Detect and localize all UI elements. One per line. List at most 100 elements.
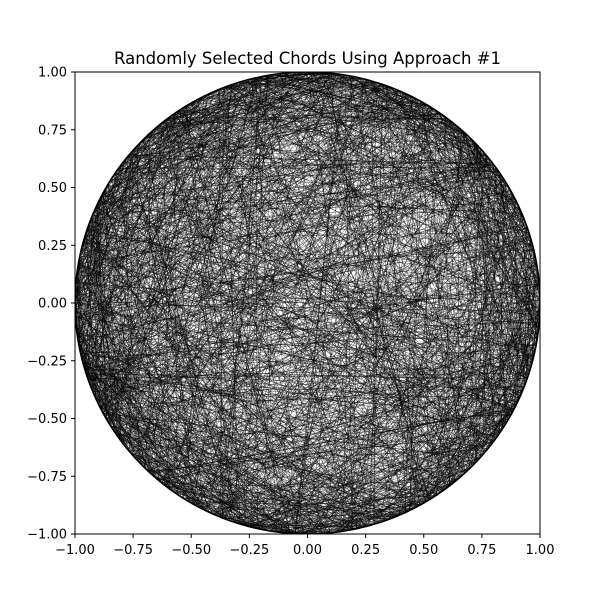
chord-line (318, 143, 477, 534)
chord-line (198, 314, 540, 508)
chord-line (75, 289, 443, 491)
chord-line (400, 331, 539, 515)
chord-line (311, 72, 517, 405)
chord-line (76, 225, 527, 329)
chord-line (466, 274, 539, 472)
chord-line (449, 120, 531, 370)
chord-line (117, 121, 164, 437)
chord-line (97, 235, 530, 402)
x-tick-label: 0.50 (409, 543, 438, 558)
chord-line (80, 352, 285, 534)
chord-line (76, 185, 508, 279)
chord-line (160, 124, 282, 533)
chord-line (263, 440, 495, 531)
y-tick-label: −1.00 (27, 528, 67, 543)
chord-line (81, 72, 316, 248)
chord-line (162, 82, 378, 484)
chord-line (386, 85, 471, 468)
chord-line (143, 139, 376, 525)
chord-line (465, 133, 511, 417)
x-tick-label: 0.75 (467, 543, 496, 558)
chord-line (208, 494, 437, 513)
chord-line (270, 74, 415, 99)
chord-line (432, 375, 529, 498)
chord-line (172, 75, 269, 492)
chord-line (76, 333, 245, 526)
chord-line (76, 72, 310, 279)
chord-line (75, 193, 103, 322)
chord-line (75, 72, 290, 300)
chord-line (88, 105, 188, 382)
chord-line (482, 150, 540, 292)
chord-line (298, 74, 342, 534)
chord-line (193, 75, 270, 505)
chord-line (310, 72, 429, 501)
chord-line (275, 74, 429, 107)
chord-line (395, 89, 525, 387)
chord-line (76, 275, 540, 286)
chord-line (201, 97, 507, 184)
chord-line (324, 72, 430, 501)
chord-line (103, 413, 480, 459)
chord-line (97, 73, 338, 404)
chord-line (271, 111, 438, 532)
chord-line (82, 245, 515, 410)
chord-line (101, 81, 376, 196)
chord-line (100, 198, 257, 529)
chord-line (239, 81, 533, 361)
chord-line (125, 159, 131, 453)
x-tick-label: 0.00 (293, 543, 322, 558)
chord-line (327, 144, 478, 534)
chord-line (127, 156, 520, 400)
chord-line (215, 90, 455, 125)
chord-line (350, 96, 412, 531)
y-tick-label: −0.25 (27, 354, 67, 369)
chord-line (164, 485, 347, 531)
chord-line (223, 119, 450, 519)
chord-line (75, 105, 429, 320)
chord-line (208, 72, 287, 513)
chord-line (309, 72, 538, 270)
chord-line (78, 259, 417, 508)
chord-line (169, 117, 448, 119)
chord-line (249, 79, 535, 355)
x-tick-label: 0.25 (351, 543, 380, 558)
x-tick-label: −0.75 (113, 543, 153, 558)
chord-line (75, 299, 540, 324)
chord-line (155, 77, 359, 129)
chord-line (472, 140, 527, 226)
chart-title: Randomly Selected Chords Using Approach … (114, 49, 501, 68)
chord-line (314, 525, 370, 534)
chord-line (224, 72, 308, 88)
chord-line (124, 160, 511, 416)
chord-line (77, 142, 141, 341)
chord-line (143, 139, 226, 520)
chord-line (95, 397, 193, 505)
chord-line (227, 85, 465, 474)
chord-line (144, 114, 442, 139)
chord-line (344, 400, 519, 532)
chord-line (484, 153, 538, 337)
chord-line (524, 225, 527, 386)
chord-line (316, 73, 334, 534)
chord-line (112, 177, 520, 399)
chord-line (106, 130, 463, 420)
chord-line (198, 99, 232, 522)
chord-line (111, 171, 499, 180)
chord-line (165, 120, 261, 530)
chord-line (349, 75, 487, 156)
chord-line (378, 83, 500, 173)
chord-line (76, 90, 399, 328)
chord-line (398, 229, 528, 516)
chord-line (98, 72, 308, 203)
chord-line (80, 318, 540, 354)
y-tick-label: 0.25 (38, 239, 67, 254)
chord-line (84, 236, 362, 528)
chord-line (195, 77, 360, 506)
chord-line (372, 81, 531, 368)
chord-line (116, 95, 205, 171)
chord-line (192, 102, 511, 417)
chord-line (121, 164, 521, 396)
chord-line (161, 482, 314, 534)
chord-line (129, 142, 475, 453)
